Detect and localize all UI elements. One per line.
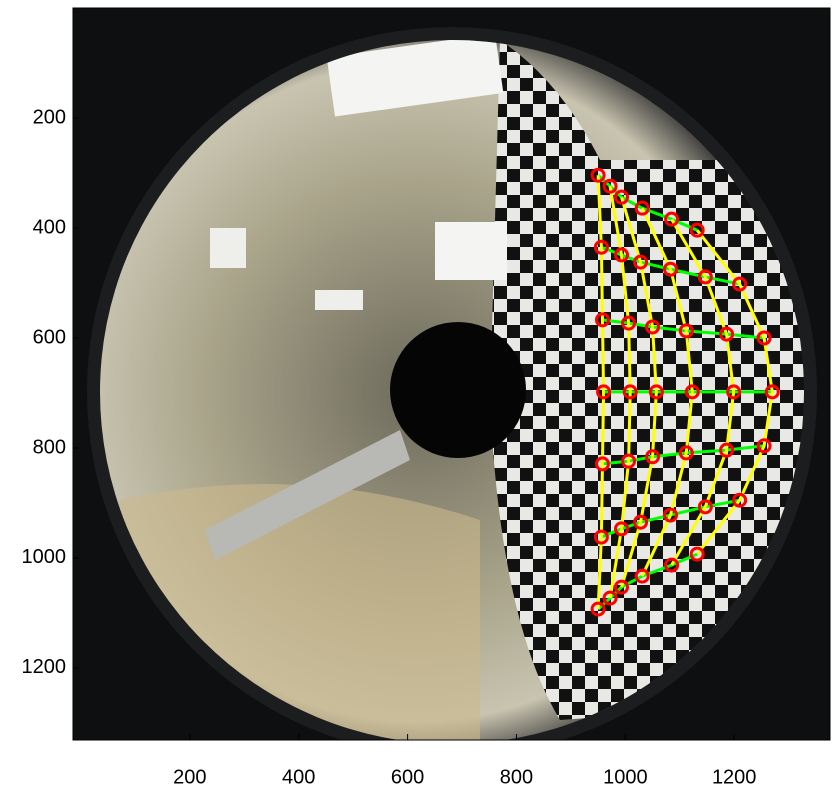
y-tick-label: 1200: [22, 656, 67, 678]
y-tick-label: 800: [33, 436, 66, 458]
x-tick-label: 200: [173, 766, 206, 788]
x-tick-label: 400: [282, 766, 315, 788]
y-tick-label: 400: [33, 216, 66, 238]
ceiling-light: [315, 290, 363, 310]
x-tick-label: 1200: [712, 766, 757, 788]
x-tick-label: 800: [500, 766, 533, 788]
x-tick-label: 600: [391, 766, 424, 788]
y-tick-label: 600: [33, 326, 66, 348]
x-tick-label: 1000: [603, 766, 648, 788]
y-tick-label: 200: [33, 106, 66, 128]
ceiling-light: [210, 228, 246, 268]
ceiling-light: [435, 222, 507, 280]
image: [73, 8, 833, 760]
figure: 200 400 600 800 1000 1200 200 400 600 800 1000 1200: [0, 0, 833, 796]
lens-cap: [390, 322, 526, 458]
y-tick-label: 1000: [22, 546, 67, 568]
